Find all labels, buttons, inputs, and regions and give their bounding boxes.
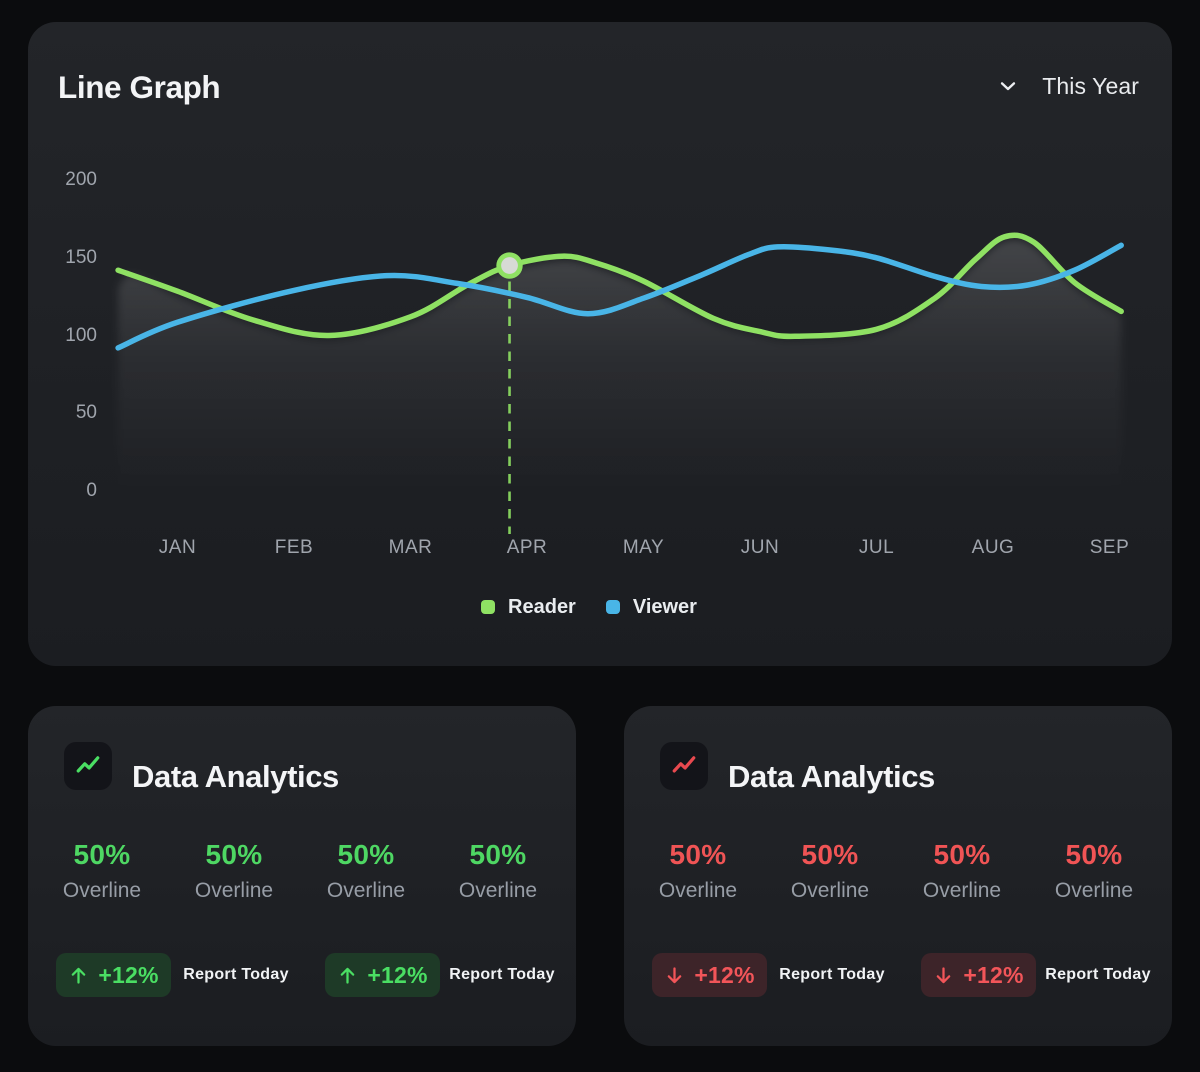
- report-today-link[interactable]: Report Today: [1045, 966, 1151, 983]
- x-axis-label: JUN: [740, 537, 780, 558]
- analytics-card-positive: Data Analytics 50% Overline 50% Overline…: [28, 706, 576, 1046]
- analytics-icon-tile: [660, 742, 708, 790]
- legend-item-viewer: Viewer: [605, 595, 697, 619]
- arrow-down-icon: [937, 966, 951, 983]
- change-badge-down[interactable]: +12%: [652, 953, 767, 997]
- highlight-marker-core: [501, 257, 518, 274]
- y-axis-label: 0: [86, 480, 97, 501]
- stat-label: Overline: [922, 879, 1002, 902]
- x-axis-label: APR: [506, 537, 548, 558]
- x-axis-label: SEP: [1089, 537, 1130, 558]
- legend-swatch: [481, 600, 496, 614]
- stat-column: 50% Overline: [1028, 838, 1160, 904]
- stat-value: 50%: [469, 839, 527, 870]
- series-line-viewer: [115, 242, 1124, 351]
- time-range-label: This Year: [1042, 72, 1139, 99]
- stat-label: Overline: [458, 879, 538, 902]
- x-axis-label: JAN: [158, 537, 197, 558]
- change-value: +12%: [98, 961, 159, 988]
- change-badge-down[interactable]: +12%: [921, 953, 1036, 997]
- stat-value: 50%: [337, 839, 395, 870]
- stat-column: 50% Overline: [896, 838, 1028, 904]
- change-badge-up[interactable]: +12%: [56, 953, 171, 997]
- change-badge-up[interactable]: +12%: [325, 953, 440, 997]
- x-axis-label: MAR: [388, 537, 433, 558]
- arrow-up-icon: [72, 967, 86, 984]
- stat-column: 50% Overline: [168, 838, 300, 904]
- x-axis-label: AUG: [971, 537, 1015, 558]
- stat-column: 50% Overline: [36, 838, 168, 904]
- y-axis-label: 150: [65, 246, 97, 268]
- arrow-down-icon: [668, 966, 682, 983]
- change-value: +12%: [694, 961, 755, 988]
- chart-legend: Reader Viewer: [28, 593, 1172, 621]
- x-axis-label: JUL: [858, 537, 895, 558]
- trending-up-icon: [672, 756, 696, 773]
- legend-item-reader: Reader: [481, 596, 576, 619]
- x-axis-label: MAY: [622, 537, 665, 558]
- y-axis-label: 50: [75, 402, 97, 424]
- stat-value: 50%: [73, 839, 131, 870]
- report-today-link[interactable]: Report Today: [779, 966, 885, 983]
- stat-label: Overline: [658, 879, 738, 902]
- y-axis-label: 100: [65, 324, 97, 346]
- time-range-select[interactable]: This Year: [999, 71, 1139, 101]
- stat-column: 50% Overline: [764, 838, 896, 904]
- area-fill: [118, 240, 1122, 491]
- stat-value: 50%: [669, 839, 727, 870]
- stat-label: Overline: [1054, 879, 1134, 902]
- stat-label: Overline: [326, 879, 406, 902]
- arrow-up-icon: [341, 967, 355, 984]
- analytics-card-negative: Data Analytics 50% Overline 50% Overline…: [624, 706, 1172, 1046]
- x-axis-label: FEB: [274, 537, 314, 558]
- y-axis-label: 200: [65, 169, 97, 190]
- line-graph-card: Line Graph This Year 200 150 100 50 0 JAN FEB…: [28, 22, 1172, 666]
- stat-value: 50%: [801, 839, 859, 870]
- report-today-link[interactable]: Report Today: [449, 966, 555, 983]
- change-value: +12%: [963, 961, 1024, 988]
- chart-title: Line Graph: [58, 69, 221, 105]
- analytics-title: Data Analytics: [132, 759, 339, 794]
- stat-value: 50%: [933, 839, 991, 870]
- stat-label: Overline: [790, 879, 870, 902]
- stat-label: Overline: [62, 879, 142, 902]
- stat-label: Overline: [194, 879, 274, 902]
- line-chart: [115, 232, 1124, 534]
- legend-label: Reader: [508, 595, 576, 618]
- legend-label: Viewer: [632, 595, 697, 618]
- series-line-reader: [115, 232, 1124, 340]
- trending-up-icon: [76, 756, 100, 773]
- analytics-icon-tile: [64, 742, 112, 790]
- analytics-title: Data Analytics: [728, 759, 935, 794]
- stat-column: 50% Overline: [632, 838, 764, 904]
- change-value: +12%: [367, 961, 428, 988]
- stat-column: 50% Overline: [300, 838, 432, 904]
- chevron-down-icon: [1001, 82, 1016, 91]
- report-today-link[interactable]: Report Today: [183, 966, 289, 983]
- legend-swatch: [605, 600, 620, 614]
- stat-column: 50% Overline: [432, 838, 564, 904]
- stat-value: 50%: [1065, 839, 1123, 870]
- stat-value: 50%: [205, 839, 263, 870]
